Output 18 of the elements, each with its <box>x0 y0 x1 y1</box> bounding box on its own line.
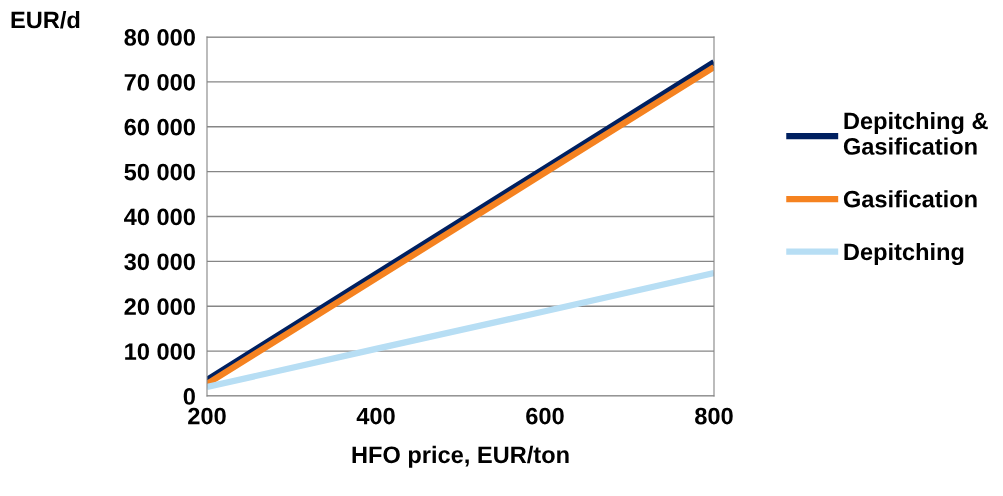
legend-label: Depitching <box>844 242 964 266</box>
y-tick-label: 60 000 <box>124 118 195 136</box>
x-tick-label: 200 <box>188 407 226 425</box>
legend-label: Depitching & Gasification <box>843 111 988 155</box>
x-tick-label: 600 <box>526 407 564 425</box>
y-tick-label: 10 000 <box>125 343 195 360</box>
y-axis-title: EUR/d <box>11 11 80 29</box>
x-tick-label: 400 <box>356 407 395 425</box>
y-tick-label: 80 000 <box>124 29 195 46</box>
y-tick-label: 30 000 <box>124 253 195 271</box>
legend-label: Gasification <box>843 190 977 208</box>
x-tick-label: 800 <box>695 407 733 425</box>
y-tick-label: 40 000 <box>124 208 195 226</box>
y-tick-label: 0 <box>183 388 195 405</box>
x-axis-title: HFO price, EUR/ton <box>352 445 569 468</box>
y-tick-label: 20 000 <box>124 298 195 316</box>
y-tick-label: 50 000 <box>124 163 195 181</box>
y-tick-label: 70 000 <box>124 73 195 91</box>
